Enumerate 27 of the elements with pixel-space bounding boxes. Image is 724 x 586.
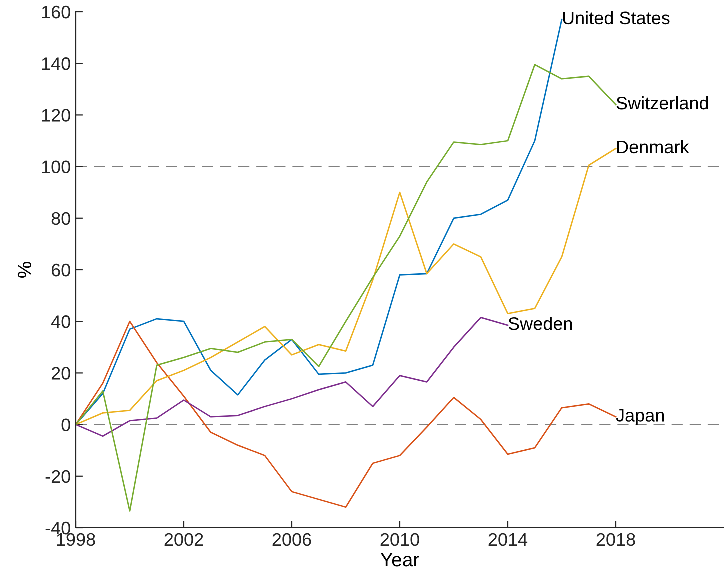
x-tick-label: 1998: [57, 533, 96, 546]
series-label: Denmark: [617, 140, 690, 154]
y-axis-title: %: [18, 262, 32, 278]
series-label: United States: [563, 11, 670, 25]
y-tick-label: -20: [46, 470, 70, 484]
line-series: [76, 64, 617, 512]
y-tick-label: 100: [42, 160, 70, 174]
line-series: [76, 148, 617, 426]
x-tick-label: 2010: [380, 533, 420, 546]
x-tick-label: 2014: [488, 533, 528, 546]
series-label: Switzerland: [616, 96, 708, 110]
y-tick-label: 140: [42, 58, 70, 70]
x-axis-title: Year: [380, 553, 420, 567]
x-tick-label: 2018: [596, 533, 636, 546]
x-tick-label: 2002: [164, 533, 204, 546]
y-tick-label: -40: [46, 522, 70, 535]
y-tick-label: 0: [62, 418, 70, 432]
y-tick-label: 80: [52, 212, 70, 226]
y-tick-label: 40: [51, 316, 70, 328]
y-tick-label: 60: [52, 264, 70, 277]
x-tick-label: 2006: [272, 533, 312, 546]
line-series: [76, 317, 509, 438]
y-tick-label: 120: [42, 109, 70, 122]
series-label: Sweden: [508, 317, 572, 330]
y-tick-label: 160: [42, 6, 70, 19]
y-tick-label: 20: [52, 367, 70, 380]
series-label: Japan: [616, 409, 664, 426]
